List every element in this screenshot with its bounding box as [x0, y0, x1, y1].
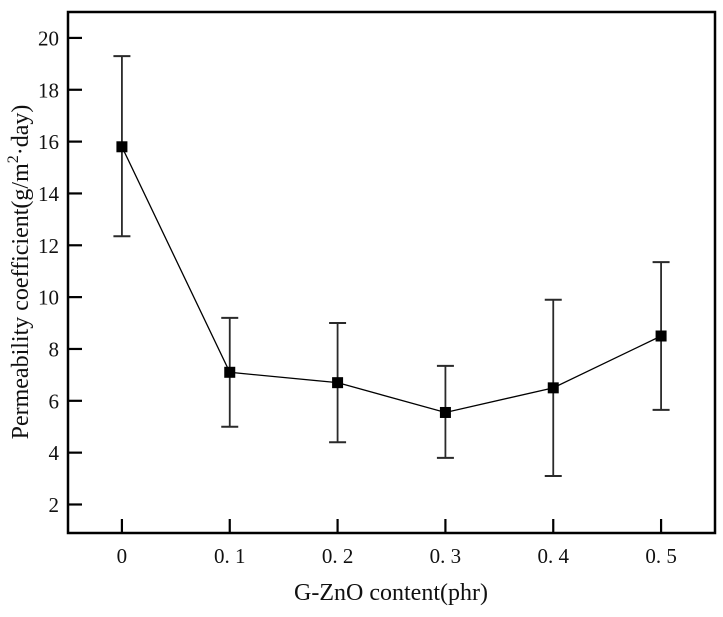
y-tick-label: 14 — [38, 182, 60, 206]
y-tick-label: 10 — [38, 286, 59, 310]
y-tick-label: 20 — [38, 26, 59, 50]
y-axis-title-post: ·day) — [8, 105, 34, 156]
tick-labels-layer: 2 4 6 8 10 12 14 16 18 20 0 0. 1 0. 2 0. 3 0. 4 0. 5 — [38, 26, 677, 568]
data-line-layer — [121, 146, 662, 414]
data-point-marker — [224, 366, 236, 378]
plot-border — [66, 10, 717, 535]
data-point-marker — [332, 377, 344, 389]
x-tick-label: 0. 5 — [645, 544, 677, 568]
axes-layer — [66, 10, 717, 535]
y-axis-title: Permeability coefficient(g/m2·day) — [5, 105, 34, 440]
y-axis-title-superscript: 2 — [5, 155, 22, 163]
x-tick-label: 0. 4 — [538, 544, 570, 568]
data-point-marker — [116, 141, 128, 153]
x-tick-label: 0 — [117, 544, 128, 568]
x-axis-title: G-ZnO content(phr) — [294, 580, 488, 606]
y-tick-label: 2 — [49, 493, 60, 517]
x-tick-label: 0. 3 — [430, 544, 462, 568]
data-line — [121, 146, 662, 414]
x-tick-label: 0. 1 — [214, 544, 246, 568]
data-point-marker — [547, 382, 559, 394]
y-tick-label: 12 — [38, 234, 59, 258]
x-tick-label: 0. 2 — [322, 544, 354, 568]
y-tick-label: 4 — [49, 441, 60, 465]
data-markers-layer — [116, 141, 667, 418]
ticks-layer — [68, 36, 663, 533]
y-axis-title-pre: Permeability coefficient(g/m — [8, 163, 34, 439]
data-point-marker — [655, 330, 667, 342]
y-tick-label: 18 — [38, 78, 59, 102]
data-point-marker — [439, 406, 451, 418]
y-tick-label: 6 — [49, 389, 60, 413]
y-tick-label: 8 — [49, 337, 60, 361]
y-tick-label: 16 — [38, 130, 59, 154]
error-bars-layer — [113, 55, 670, 477]
